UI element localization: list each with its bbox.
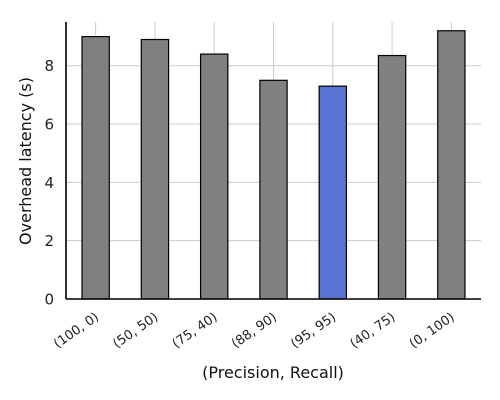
bar-0	[81, 35, 110, 300]
bar-1	[140, 38, 170, 300]
bar-5	[377, 54, 407, 300]
bar-2	[199, 53, 229, 300]
x-tick-label: (95, 95)	[288, 310, 339, 352]
x-tick-labels: (100, 0) (50, 50) (75, 40) (88, 90) (95, 95)…	[51, 310, 458, 352]
bar-4	[318, 85, 348, 300]
y-tick-label: 4	[44, 174, 54, 192]
x-tick-label: (0, 100)	[407, 310, 458, 352]
bars	[81, 30, 466, 300]
bar-3	[259, 79, 288, 300]
axes	[65, 22, 481, 300]
x-tick-label: (100, 0)	[51, 310, 102, 352]
x-tick-label: (50, 50)	[110, 310, 161, 352]
y-axis-title: Overhead latency (s)	[16, 77, 35, 245]
y-tick-label: 6	[44, 116, 54, 134]
bar-6	[437, 30, 466, 300]
x-axis-title: (Precision, Recall)	[202, 363, 344, 382]
x-tick-label: (40, 75)	[348, 310, 399, 352]
y-tick-label: 2	[44, 232, 54, 250]
x-tick-label: (75, 40)	[170, 310, 221, 352]
x-tick-label: (88, 90)	[229, 310, 280, 352]
y-tick-labels: 0 2 4 6 8	[44, 57, 54, 308]
y-tick-label: 8	[44, 57, 54, 75]
y-tick-label: 0	[44, 291, 54, 309]
